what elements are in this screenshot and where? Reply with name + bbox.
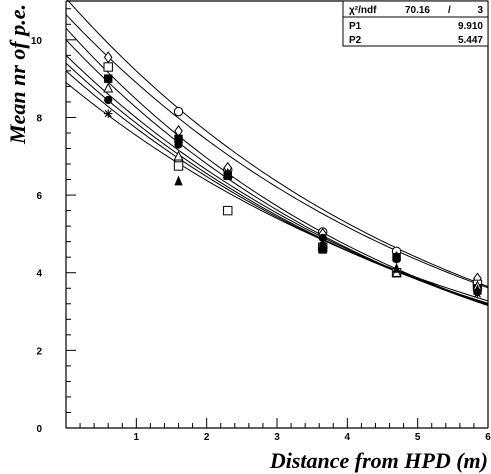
fit-curve — [65, 14, 489, 289]
star-stroke — [174, 139, 183, 147]
star-stroke — [393, 255, 401, 263]
stats-sep-chi2: / — [448, 5, 451, 16]
data-point-square-open — [103, 62, 113, 72]
data-point-triangle-open — [103, 82, 114, 93]
x-tick-label: 6 — [485, 432, 491, 443]
stats-value-p1: 9.910 — [458, 21, 483, 32]
star-stroke — [473, 290, 481, 298]
x-tick-label: 2 — [204, 432, 210, 443]
data-point-star — [104, 109, 113, 118]
stats-box: χ²/ndf 70.16 / 3 P1 9.910 P2 5.447 — [342, 0, 489, 47]
stats-label-chi2: χ²/ndf — [349, 5, 377, 16]
stats-value-p2: 5.447 — [458, 35, 483, 46]
data-point-circle-open — [173, 106, 184, 117]
stats-value-chi2: 70.16 — [405, 5, 430, 16]
y-tick-label: 4 — [36, 269, 42, 280]
stats-value2-chi2: 3 — [477, 5, 483, 16]
data-point-star — [392, 254, 401, 264]
data-point-triangle-filled — [392, 262, 401, 273]
data-point-triangle-open — [173, 150, 184, 161]
fit-curve — [65, 70, 489, 304]
x-tick-label: 1 — [134, 432, 140, 443]
stats-box-frame — [342, 0, 489, 47]
fit-curve — [65, 82, 489, 302]
fit-curve — [65, 62, 489, 305]
star-stroke — [319, 242, 327, 250]
x-tick-label: 5 — [415, 432, 421, 443]
data-point-square-open — [223, 205, 233, 216]
data-point-circle-filled — [104, 95, 113, 105]
data-point-triangle-filled — [174, 175, 183, 186]
fit-curve — [65, 39, 489, 307]
data-point-star — [318, 241, 327, 250]
data-point-star — [473, 289, 482, 299]
y-tick-label: 8 — [36, 113, 42, 124]
data-point-square-open — [173, 161, 184, 171]
ticks: 1 2 3 4 5 6 0 2 4 6 8 10 — [31, 8, 491, 443]
x-axis-title: Distance from HPD (m) — [269, 448, 488, 473]
data-point-star — [223, 169, 232, 178]
data-point-diamond-open — [103, 51, 113, 64]
fit-curves — [65, 0, 489, 307]
x-tick-label: 4 — [345, 432, 351, 443]
data-point-square-filled — [104, 74, 113, 83]
star-stroke — [104, 110, 112, 118]
axes — [65, 0, 489, 429]
fit-curve — [66, 0, 489, 288]
star-stroke — [224, 170, 232, 178]
stats-label-p2: P2 — [349, 35, 362, 46]
data-point-star — [174, 138, 183, 147]
y-axis-title: Mean nr of p.e. — [5, 4, 30, 145]
data-points — [103, 51, 483, 299]
y-tick-label: 0 — [36, 424, 42, 435]
y-tick-label: 6 — [36, 191, 42, 202]
stats-label-p1: P1 — [349, 21, 362, 32]
y-tick-label: 10 — [31, 36, 43, 47]
x-tick-label: 3 — [274, 432, 280, 443]
y-tick-label: 2 — [36, 346, 42, 357]
